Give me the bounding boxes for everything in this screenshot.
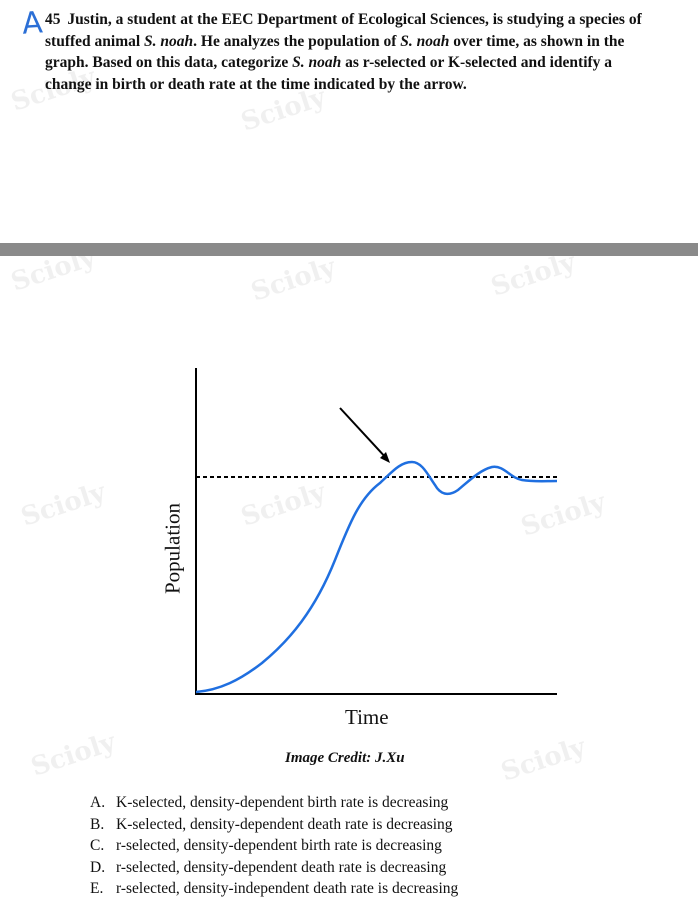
question-text-part: . He analyzes the population of: [193, 32, 401, 50]
x-axis-label: Time: [345, 705, 389, 729]
question-text: 45 Justin, a student at the EEC Departme…: [45, 9, 655, 95]
option-text: K-selected, density-dependent birth rate…: [116, 794, 449, 811]
option-letter: A.: [90, 794, 106, 811]
y-axis-label: Population: [160, 503, 185, 595]
species-name: S. noah: [292, 54, 342, 71]
section-divider: [0, 243, 698, 256]
option-letter: B.: [90, 815, 105, 833]
option-letter: D.: [90, 858, 106, 876]
answer-options: A. K-selected, density-dependent birth ra…: [90, 792, 458, 900]
option-letter: E.: [90, 880, 104, 897]
arrow-head-icon: [380, 452, 390, 463]
option-letter: C.: [90, 837, 105, 854]
option-d[interactable]: D. r-selected, density-dependent death ra…: [90, 857, 458, 879]
question-number: 45: [45, 11, 61, 28]
option-text: r-selected, density-independent death ra…: [116, 880, 459, 897]
option-a[interactable]: A. K-selected, density-dependent birth ra…: [90, 792, 458, 814]
option-b[interactable]: B. K-selected, density-dependent death ra…: [90, 814, 458, 836]
image-credit: Image Credit: J.Xu: [285, 750, 405, 766]
question-text-part: over time, as shown in the graph. Based …: [45, 32, 625, 72]
species-name: S. noah: [400, 32, 450, 50]
question-text-part: as r-selected or K-selected and identify…: [45, 54, 613, 93]
option-text: r-selected, density-dependent birth rate…: [116, 837, 442, 854]
option-e[interactable]: E. r-selected, density-independent death …: [90, 878, 458, 900]
option-c[interactable]: C. r-selected, density-dependent birth ra…: [90, 835, 458, 857]
option-text: r-selected, density-dependent death rate…: [116, 858, 447, 876]
question-text-part: Justin, a student at the EEC Department …: [45, 11, 642, 50]
arrow: [339, 407, 389, 461]
population-curve: [195, 460, 558, 694]
option-text: K-selected, density-dependent death rate…: [116, 815, 453, 833]
species-name: S. noah: [144, 32, 194, 50]
